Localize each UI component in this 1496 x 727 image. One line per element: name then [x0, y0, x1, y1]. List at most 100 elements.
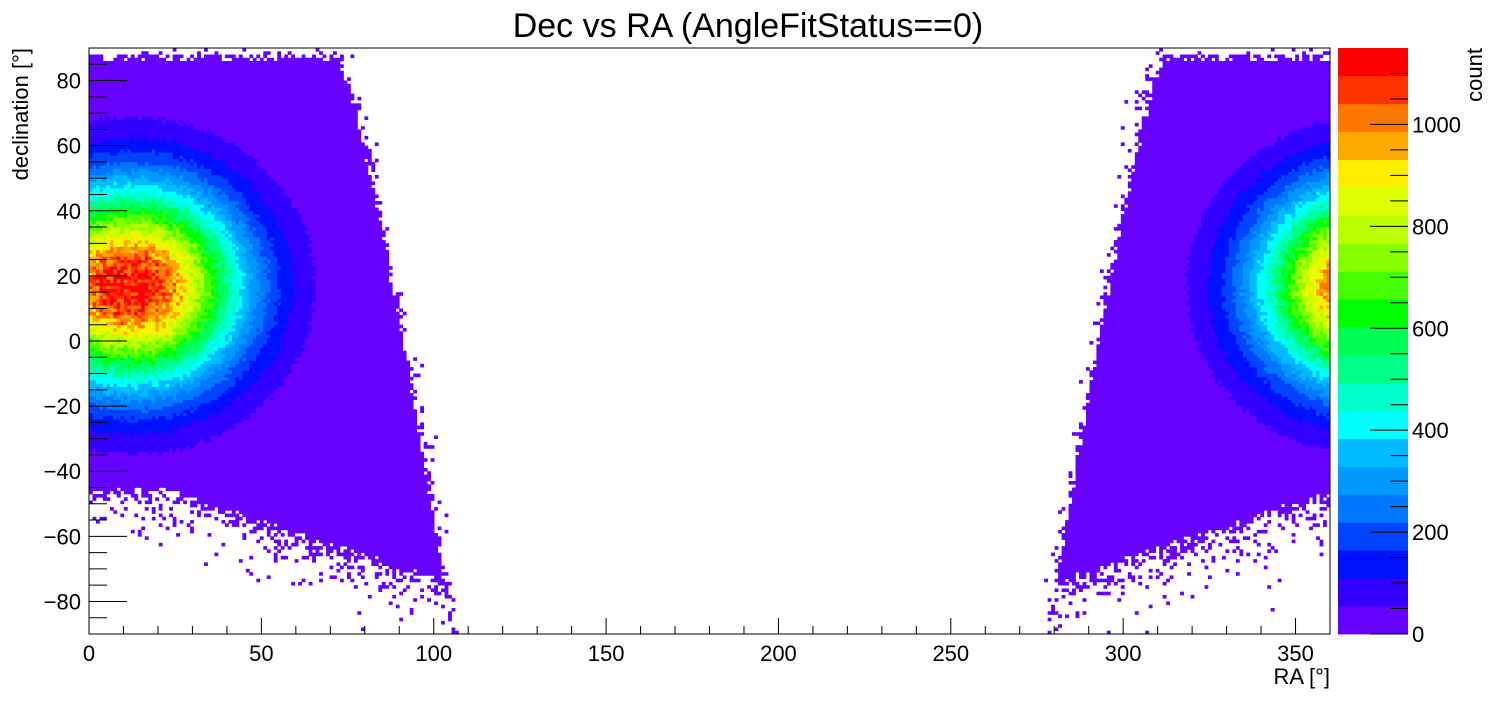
heatmap-cell	[162, 474, 167, 479]
heatmap-cell	[172, 214, 177, 218]
heatmap-cell	[92, 461, 97, 466]
heatmap-cell	[183, 171, 187, 176]
heatmap-cell	[169, 357, 174, 361]
heatmap-cell	[113, 344, 118, 348]
heatmap-cell	[99, 187, 104, 192]
heatmap-cell	[207, 109, 212, 114]
heatmap-cell	[190, 487, 194, 492]
heatmap-cell	[99, 266, 104, 270]
heatmap-cell	[130, 178, 135, 182]
heatmap-cell	[179, 272, 184, 277]
heatmap-cell	[99, 132, 104, 137]
heatmap-cell	[109, 393, 114, 397]
heatmap-cell	[92, 246, 97, 251]
heatmap-cell	[113, 145, 118, 150]
heatmap-cell	[207, 187, 212, 192]
heatmap-cell	[127, 246, 132, 251]
heatmap-cell	[179, 275, 184, 280]
heatmap-cell	[151, 438, 156, 443]
heatmap-cell	[102, 214, 107, 218]
heatmap-cell	[99, 246, 104, 251]
heatmap-cell	[89, 367, 93, 371]
heatmap-cell	[190, 376, 194, 381]
heatmap-cell	[155, 438, 160, 443]
heatmap-cell	[179, 201, 184, 205]
heatmap-cell	[92, 396, 97, 400]
heatmap-cell	[207, 100, 212, 104]
heatmap-cell	[120, 106, 125, 111]
heatmap-cell	[207, 503, 212, 508]
heatmap-cell	[92, 87, 97, 91]
heatmap-cell	[137, 181, 142, 186]
heatmap-cell	[134, 275, 139, 280]
heatmap-cell	[179, 279, 184, 283]
heatmap-cell	[134, 70, 139, 75]
heatmap-cell	[137, 113, 142, 117]
heatmap-cell	[130, 187, 135, 192]
heatmap-cell	[120, 80, 125, 85]
heatmap-cell	[193, 191, 198, 195]
heatmap-cell	[204, 318, 208, 322]
heatmap-cell	[102, 497, 107, 501]
heatmap-cell	[120, 152, 125, 156]
heatmap-cell	[169, 282, 174, 287]
heatmap-cell	[134, 129, 139, 133]
heatmap-cell	[165, 67, 170, 72]
heatmap-cell	[158, 357, 163, 361]
heatmap-cell	[204, 67, 208, 72]
heatmap-cell	[169, 184, 174, 189]
heatmap-cell	[148, 230, 153, 234]
heatmap-cell	[190, 135, 194, 140]
heatmap-cell	[169, 301, 174, 306]
heatmap-cell	[176, 292, 180, 296]
heatmap-cell	[204, 428, 208, 433]
heatmap-cell	[190, 412, 194, 417]
heatmap-cell	[99, 116, 104, 120]
heatmap-cell	[127, 301, 132, 306]
heatmap-cell	[207, 236, 212, 241]
heatmap-cell	[186, 253, 191, 257]
heatmap-cell	[172, 520, 177, 524]
heatmap-cell	[148, 484, 153, 488]
heatmap-cell	[176, 500, 180, 505]
heatmap-cell	[183, 360, 187, 365]
heatmap-cell	[176, 67, 180, 72]
heatmap-cell	[197, 227, 201, 231]
heatmap-cell	[113, 419, 118, 423]
heatmap-cell	[158, 402, 163, 407]
heatmap-cell	[200, 100, 205, 104]
heatmap-cell	[186, 214, 191, 218]
heatmap-cell	[151, 210, 156, 215]
heatmap-cell	[109, 341, 114, 345]
heatmap-cell	[137, 373, 142, 378]
heatmap-cell	[207, 409, 212, 413]
heatmap-cell	[130, 142, 135, 147]
heatmap-cell	[190, 292, 194, 296]
heatmap-cell	[123, 83, 128, 88]
heatmap-cell	[102, 367, 107, 371]
heatmap-cell	[204, 152, 208, 156]
heatmap-cell	[95, 311, 100, 316]
heatmap-cell	[130, 158, 135, 163]
heatmap-cell	[116, 61, 121, 65]
heatmap-cell	[162, 393, 167, 397]
heatmap-cell	[190, 438, 194, 443]
heatmap-cell	[113, 119, 118, 124]
heatmap-cell	[113, 334, 118, 339]
heatmap-cell	[162, 214, 167, 218]
heatmap-cell	[158, 100, 163, 104]
heatmap-cell	[155, 415, 160, 420]
heatmap-cell	[148, 419, 153, 423]
heatmap-cell	[148, 142, 153, 147]
heatmap-cell	[148, 386, 153, 391]
heatmap-cell	[197, 494, 201, 498]
heatmap-cell	[116, 204, 121, 208]
heatmap-cell	[193, 74, 198, 78]
heatmap-cell	[123, 178, 128, 182]
heatmap-cell	[130, 412, 135, 417]
heatmap-cell	[141, 477, 146, 482]
heatmap-cell	[134, 74, 139, 78]
heatmap-cell	[207, 67, 212, 72]
heatmap-cell	[207, 249, 212, 254]
heatmap-cell	[127, 415, 132, 420]
